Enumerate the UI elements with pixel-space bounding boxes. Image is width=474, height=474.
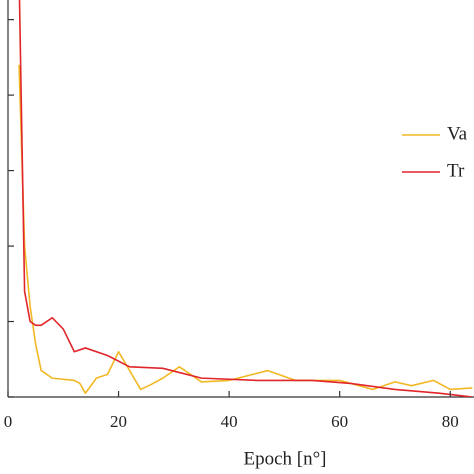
x-tick-label: 60 (331, 412, 348, 431)
x-tick-label: 20 (110, 412, 127, 431)
series-line (18, 64, 473, 395)
x-tick-label: 80 (442, 412, 459, 431)
x-axis-label: Epoch [n°] (243, 448, 326, 469)
legend-label: Tr (447, 160, 465, 181)
series-line (18, 0, 473, 397)
plot-area (18, 0, 473, 397)
x-tick-label: 40 (221, 412, 238, 431)
legend-label: Va (447, 123, 468, 144)
x-tick-label: 0 (4, 412, 13, 431)
